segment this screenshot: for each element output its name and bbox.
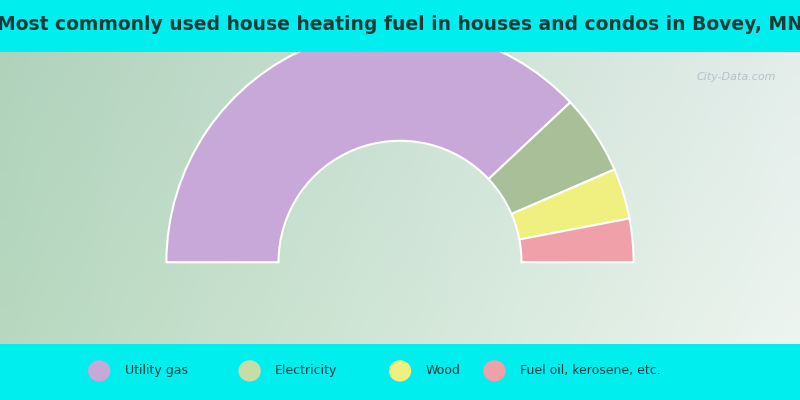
Text: Utility gas: Utility gas xyxy=(125,364,188,377)
Wedge shape xyxy=(519,218,634,262)
Text: City-Data.com: City-Data.com xyxy=(697,72,776,82)
Ellipse shape xyxy=(389,360,411,382)
Text: Wood: Wood xyxy=(426,364,461,377)
Wedge shape xyxy=(489,102,614,214)
Text: Electricity: Electricity xyxy=(275,364,338,377)
Wedge shape xyxy=(166,29,570,262)
Text: Fuel oil, kerosene, etc.: Fuel oil, kerosene, etc. xyxy=(520,364,661,377)
Ellipse shape xyxy=(88,360,110,382)
Ellipse shape xyxy=(238,360,261,382)
Text: Most commonly used house heating fuel in houses and condos in Bovey, MN: Most commonly used house heating fuel in… xyxy=(0,16,800,34)
Ellipse shape xyxy=(483,360,506,382)
Wedge shape xyxy=(511,170,630,240)
